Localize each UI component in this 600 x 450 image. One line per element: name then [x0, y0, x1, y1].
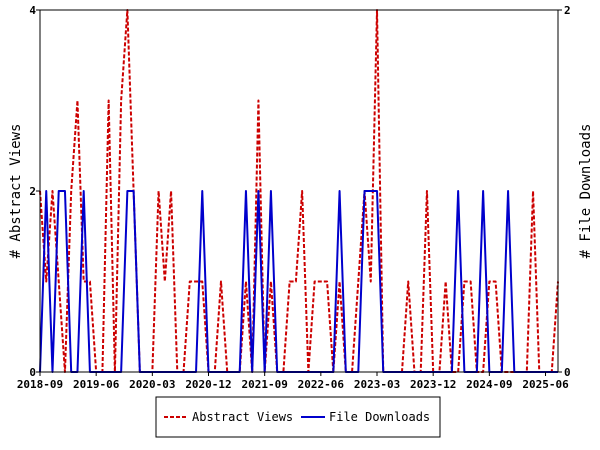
x-tick-label: 2018-09	[17, 378, 63, 391]
x-tick-label: 2025-06	[522, 378, 569, 391]
x-tick-label: 2020-12	[185, 378, 231, 391]
series-group	[39, 9, 559, 373]
x-tick-label: 2022-06	[298, 378, 345, 391]
legend-label-abstract-views: Abstract Views	[192, 410, 293, 424]
x-tick-label: 2019-06	[73, 378, 120, 391]
legend: Abstract Views File Downloads	[155, 396, 441, 438]
legend-box	[155, 396, 441, 438]
y-tick-label-right: 2	[564, 4, 571, 17]
plot-frame	[39, 9, 559, 373]
x-tick-label: 2024-09	[466, 378, 512, 391]
axes-group: 2018-09 2019-06 2020-03 2020-12 2021-09 2022-…	[17, 4, 571, 391]
x-tick-label: 2021-09	[241, 378, 287, 391]
x-tick-label: 2023-12	[410, 378, 456, 391]
legend-label-file-downloads: File Downloads	[329, 410, 430, 424]
y-axis-title-left: # Abstract Views	[8, 124, 24, 259]
y-tick-label-right: 0	[564, 366, 571, 379]
y-axis-title-right: # File Downloads	[578, 124, 594, 259]
y-tick-label-left: 4	[29, 4, 36, 17]
y-tick-label-left: 0	[29, 366, 36, 379]
x-tick-label: 2023-03	[354, 378, 400, 391]
series-line-abstract-views	[39, 9, 559, 373]
y-tick-label-left: 2	[29, 185, 36, 198]
x-tick-label: 2020-03	[129, 378, 175, 391]
